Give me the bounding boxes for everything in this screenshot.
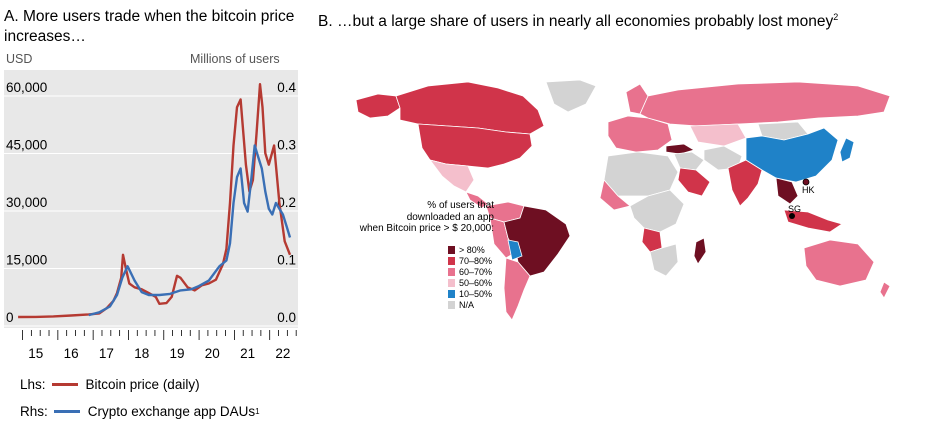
panel-b-title-text: B. …but a large share of users in nearly…: [318, 13, 834, 31]
y-left-tick-label: 30,000: [6, 195, 47, 210]
map-legend-item-60-70: 60–70%: [448, 267, 492, 277]
map-legend-heading: % of users that downloaded an app when B…: [326, 200, 494, 235]
map-legend-swatch-80plus: [448, 246, 455, 254]
map-legend-swatch-10-50: [448, 290, 455, 298]
legend-bitcoin-price: Lhs: Bitcoin price (daily): [20, 377, 200, 392]
map-russia: [639, 81, 891, 127]
map-central-america: [465, 191, 489, 209]
map-north-africa: [603, 151, 679, 197]
x-tick-label: 16: [64, 346, 79, 361]
map-saudi-arabia: [677, 167, 711, 197]
y-right-tick-label: 0.0: [277, 310, 296, 325]
x-tick-label: 17: [99, 346, 114, 361]
y-right-tick-label: 0.3: [277, 138, 296, 153]
y-right-tick-label: 0.4: [277, 80, 296, 95]
dau-line: [88, 144, 292, 317]
map-europe: [607, 115, 673, 153]
sg-marker: [789, 213, 795, 219]
world-map: HK SG: [355, 79, 891, 321]
map-angola: [641, 227, 663, 253]
x-tick-label: 18: [134, 346, 149, 361]
map-alaska: [355, 93, 401, 119]
map-legend-label-80plus: > 80%: [459, 245, 485, 255]
map-southeast-asia: [775, 177, 799, 205]
plot-area: [4, 70, 298, 328]
map-legend-item-70-80: 70–80%: [448, 256, 492, 266]
legend-dau-footnote: 1: [255, 407, 260, 416]
map-legend-swatch-na: [448, 301, 455, 309]
panel-a: A. More users trade when the bitcoin pri…: [0, 0, 310, 427]
map-bolivia: [507, 239, 523, 261]
map-legend-swatch-70-80: [448, 257, 455, 265]
map-argentina-chile: [503, 257, 531, 321]
y-left-tick-label: 60,000: [6, 80, 47, 95]
map-australia: [803, 239, 875, 287]
hk-label: HK: [802, 185, 815, 195]
map-legend-heading-line-2: downloaded an app: [406, 211, 494, 223]
panel-b-title: B. …but a large share of users in nearly…: [318, 7, 924, 32]
lhs-unit-label: USD: [6, 52, 33, 66]
map-china: [745, 127, 839, 183]
map-legend-heading-line-3: when Bitcoin price > $ 20,000:: [359, 223, 494, 234]
x-tick-label: 15: [28, 346, 43, 361]
map-central-africa: [629, 189, 685, 233]
rhs-unit-label: Millions of users: [190, 52, 280, 66]
map-legend-item-10-50: 10–50%: [448, 289, 492, 299]
map-west-africa: [599, 179, 631, 211]
legend-bitcoin-swatch: [51, 383, 78, 386]
map-legend-item-80plus: > 80%: [448, 245, 485, 255]
x-tick-label: 19: [169, 346, 184, 361]
map-legend-label-60-70: 60–70%: [459, 267, 493, 277]
map-legend-item-50-60: 50–60%: [448, 278, 492, 288]
map-legend-label-70-80: 70–80%: [459, 256, 493, 266]
panel-b: B. …but a large share of users in nearly…: [318, 0, 929, 427]
y-right-tick-label: 0.2: [277, 195, 296, 210]
map-legend-heading-line-1: % of users that: [427, 200, 494, 211]
map-middle-east: [673, 151, 705, 171]
map-legend-swatch-50-60: [448, 279, 455, 287]
map-legend-item-na: N/A: [448, 300, 474, 310]
y-right-tick-label: 0.1: [277, 253, 296, 268]
map-new-zealand: [879, 281, 891, 299]
map-southern-africa: [649, 243, 679, 277]
legend-bitcoin-prefix: Lhs:: [20, 377, 46, 392]
x-tick-label: 20: [205, 346, 220, 361]
map-turkey: [665, 143, 695, 155]
map-madagascar: [693, 237, 707, 265]
x-tick-label: 22: [275, 346, 290, 361]
y-left-tick-label: 15,000: [6, 253, 47, 268]
legend-dau-prefix: Rhs:: [20, 404, 48, 419]
map-mexico: [429, 159, 475, 193]
sg-label: SG: [788, 204, 801, 214]
legend-dau: Rhs: Crypto exchange app DAUs 1: [20, 404, 260, 419]
map-indonesia: [783, 209, 843, 233]
bitcoin-dau-line-chart: 0 15,000 30,000 45,000 60,000 0.0 0.1 0.2 0.3 0.…: [4, 70, 298, 361]
hk-marker: [802, 178, 810, 186]
legend-bitcoin-label: Bitcoin price (daily): [85, 377, 200, 392]
map-legend-swatch-60-70: [448, 268, 455, 276]
panel-a-title: A. More users trade when the bitcoin pri…: [4, 8, 295, 45]
map-legend-label-na: N/A: [459, 300, 475, 310]
y-left-tick-label: 45,000: [6, 138, 47, 153]
map-kazakhstan: [689, 123, 747, 147]
panel-b-title-footnote: 2: [833, 12, 839, 22]
map-legend-label-50-60: 50–60%: [459, 278, 493, 288]
x-tick-label: 21: [240, 346, 255, 361]
map-japan: [839, 137, 855, 163]
legend-dau-swatch: [53, 410, 80, 413]
legend-dau-label: Crypto exchange app DAUs: [87, 404, 256, 419]
y-left-tick-label: 0: [6, 310, 14, 325]
map-legend-label-10-50: 10–50%: [459, 289, 493, 299]
map-greenland: [545, 79, 597, 113]
